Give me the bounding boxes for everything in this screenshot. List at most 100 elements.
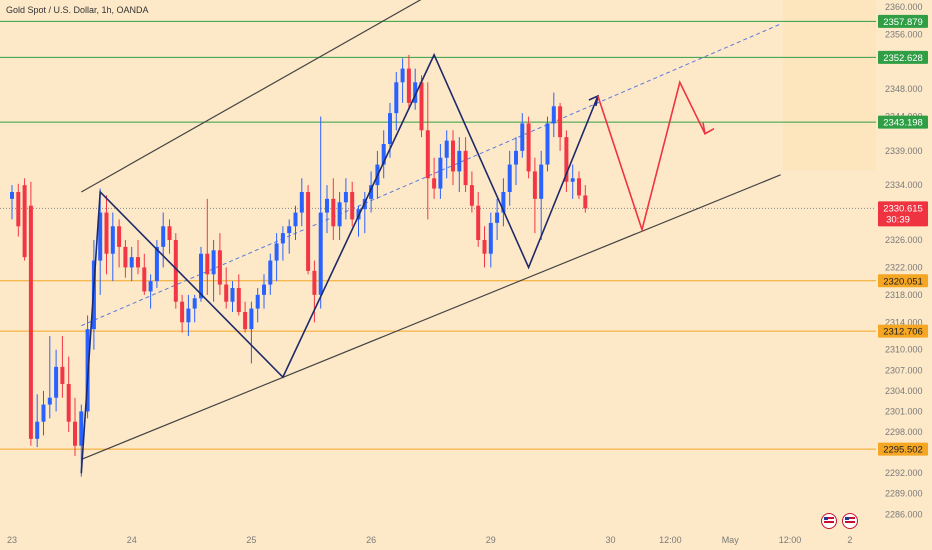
channel-lower-line	[81, 174, 781, 460]
candle	[514, 137, 518, 186]
candle-body	[331, 198, 336, 227]
candle-body	[205, 253, 210, 275]
candle	[236, 274, 241, 316]
candle-body	[501, 192, 506, 213]
candle-body	[54, 366, 59, 398]
candle-body	[79, 411, 84, 446]
candle-body	[224, 284, 229, 302]
countdown-label: 30:39	[886, 214, 910, 225]
candle-body	[526, 123, 531, 172]
candle	[268, 253, 273, 295]
price-tag-bg	[878, 274, 928, 288]
price-tag: 2312.706	[878, 324, 928, 338]
price-tag: 2343.198	[878, 115, 928, 129]
candle-body	[469, 185, 474, 206]
candle-body	[551, 106, 556, 124]
x-tick-label: 12:00	[659, 535, 682, 545]
candle-body	[136, 257, 140, 268]
candle	[312, 260, 317, 323]
candle	[545, 116, 550, 172]
candle-body	[262, 284, 266, 295]
candle	[526, 116, 531, 179]
candle	[469, 171, 474, 213]
us-flag-stripe	[824, 521, 834, 523]
us-flag-stripe	[845, 517, 855, 519]
candle-body	[476, 205, 481, 240]
y-tick-label: 2334.000	[885, 180, 923, 190]
candle	[161, 212, 166, 268]
candle-body	[173, 240, 178, 302]
candle	[369, 171, 374, 213]
y-tick-label: 2326.000	[885, 235, 923, 245]
candle	[66, 356, 71, 432]
candle-body	[268, 260, 273, 285]
x-tick-label: 30	[605, 535, 615, 545]
y-tick-label: 2289.000	[885, 489, 923, 499]
candle-body	[577, 178, 581, 196]
candle	[539, 150, 544, 240]
y-tick-label: 2348.000	[885, 84, 923, 94]
x-tick-label: 2	[847, 535, 852, 545]
candle	[501, 178, 506, 227]
candle-body	[167, 226, 172, 240]
candle	[110, 212, 115, 282]
candle	[482, 226, 487, 268]
candle-body	[520, 123, 525, 151]
y-tick-label: 2322.000	[885, 262, 923, 272]
us-flag-event-icon	[821, 513, 837, 529]
plot-background	[0, 0, 876, 528]
candle-body	[451, 140, 455, 172]
candle	[47, 336, 52, 419]
y-tick-label: 2360.000	[885, 2, 923, 12]
candle-body	[444, 140, 449, 158]
price-tag: 2352.628	[878, 50, 928, 64]
candle	[394, 72, 399, 131]
projection-path-line	[597, 79, 706, 233]
x-tick-label: 26	[366, 535, 376, 545]
candle-body	[394, 82, 399, 114]
channel-upper-line	[81, 0, 422, 193]
y-tick-label: 2356.000	[885, 29, 923, 39]
candle-body	[161, 226, 166, 247]
candle-body	[564, 137, 569, 182]
candle-body	[199, 253, 203, 299]
x-tick-label: 12:00	[779, 535, 802, 545]
current-price-tag-bg	[878, 201, 928, 227]
candle-body	[123, 246, 128, 268]
candle	[199, 246, 203, 302]
candle	[495, 198, 500, 240]
candle-body	[211, 250, 216, 275]
candle	[520, 113, 525, 158]
candle	[148, 274, 153, 309]
candle-body	[381, 144, 386, 165]
candle	[117, 219, 122, 268]
candle-body	[482, 240, 487, 254]
candle-body	[117, 226, 122, 247]
candle	[463, 137, 468, 192]
candle-body	[350, 192, 355, 220]
candle	[337, 192, 342, 240]
candle-body	[293, 212, 298, 227]
candle	[211, 240, 216, 302]
candle-body	[41, 404, 46, 422]
y-tick-label: 2292.000	[885, 468, 923, 478]
price-tag-bg	[878, 14, 928, 28]
price-tag: 2320.051	[878, 274, 928, 288]
candle	[306, 185, 311, 275]
current-price-label: 2330.615	[883, 203, 923, 214]
us-flag-event-icon	[842, 513, 858, 529]
time-axis-panel	[0, 528, 876, 550]
candle-body	[413, 82, 418, 103]
candle-body	[406, 68, 411, 103]
candle	[262, 274, 266, 309]
candle	[60, 336, 65, 398]
candle-body	[98, 212, 103, 261]
candle-body	[425, 130, 430, 179]
price-tag-bg	[878, 115, 928, 129]
candle	[230, 281, 235, 312]
candle-body	[463, 150, 468, 186]
candle	[10, 185, 14, 220]
candle-body	[488, 222, 493, 254]
candle-body	[104, 212, 109, 254]
price-tag-label: 2320.051	[883, 276, 923, 287]
